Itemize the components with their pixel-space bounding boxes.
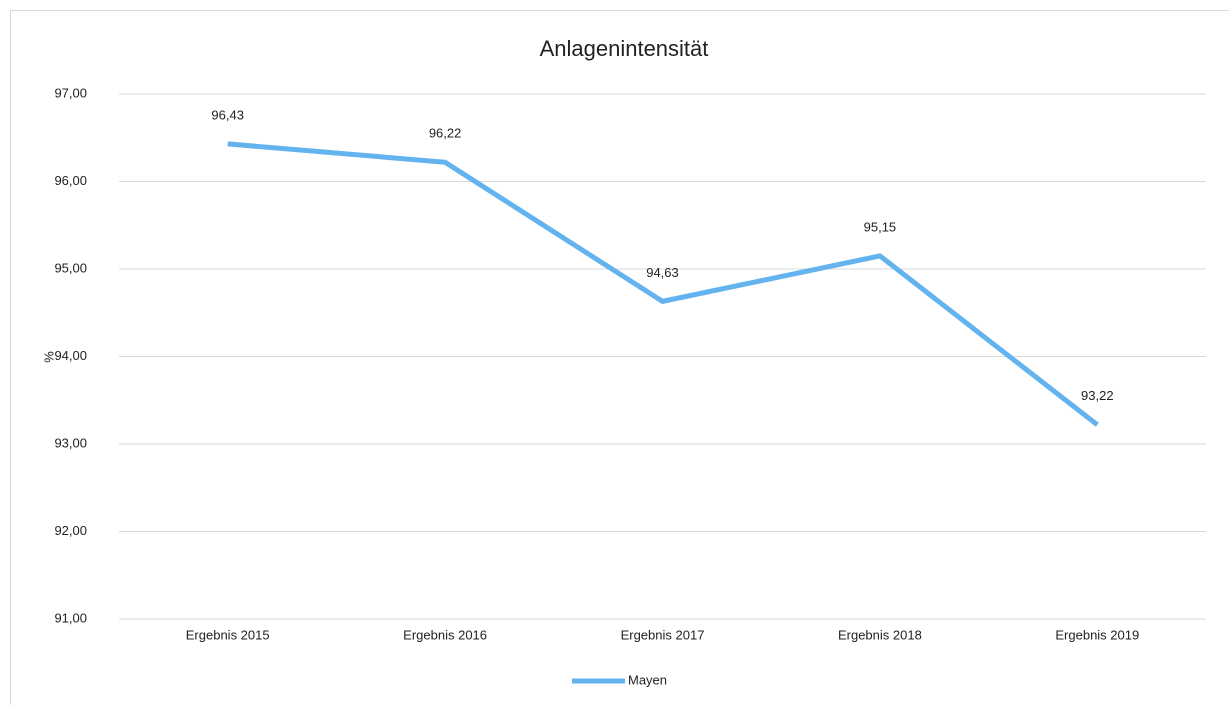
- x-tick-label: Ergebnis 2016: [403, 627, 487, 642]
- y-tick-label: 94,00: [54, 348, 87, 363]
- data-label: 96,43: [211, 107, 244, 122]
- x-tick-label: Ergebnis 2018: [838, 627, 922, 642]
- y-tick-label: 92,00: [54, 523, 87, 538]
- x-tick-label: Ergebnis 2015: [186, 627, 270, 642]
- data-label: 93,22: [1081, 388, 1114, 403]
- data-label: 95,15: [864, 219, 897, 234]
- y-tick-label: 96,00: [54, 173, 87, 188]
- y-tick-label: 91,00: [54, 610, 87, 625]
- x-tick-label: Ergebnis 2017: [621, 627, 705, 642]
- legend-label: Mayen: [628, 672, 667, 687]
- data-label: 96,22: [429, 126, 462, 141]
- line: [227, 141, 1099, 427]
- y-tick-label: 97,00: [54, 85, 87, 100]
- data-label: 94,63: [646, 265, 679, 280]
- y-tick-label: 95,00: [54, 260, 87, 275]
- x-tick-label: Ergebnis 2019: [1055, 627, 1139, 642]
- chart-border: [10, 10, 1229, 705]
- y-tick-label: 93,00: [54, 435, 87, 450]
- chart-title: Anlagenintensität: [540, 36, 709, 61]
- y-axis-label: %: [41, 351, 56, 363]
